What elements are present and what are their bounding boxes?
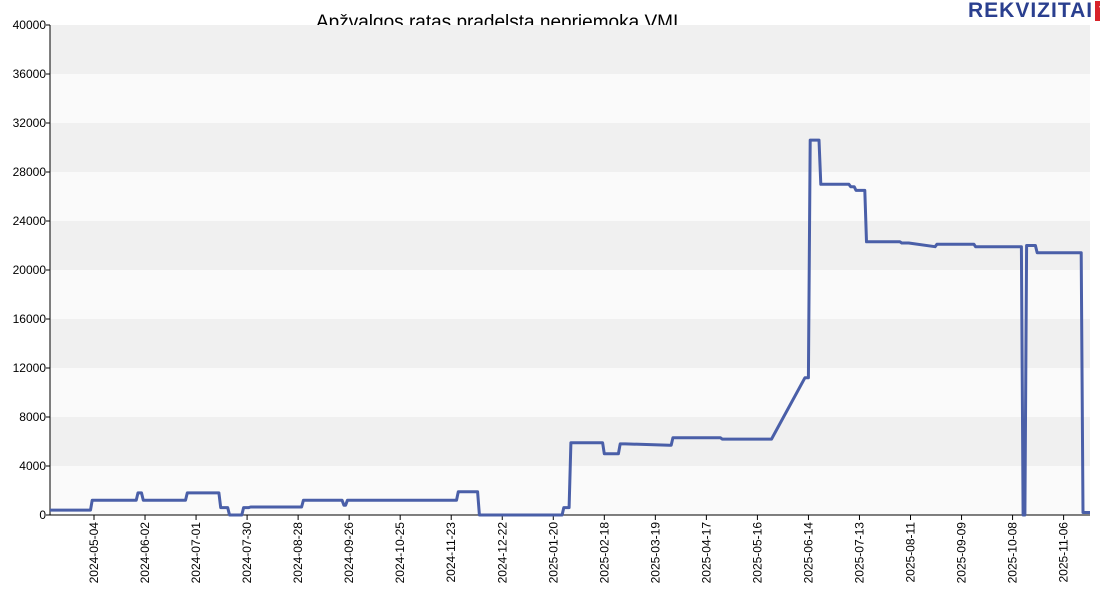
y-tick-label: 28000 — [13, 165, 47, 179]
grid-band — [50, 123, 1090, 172]
x-axis: 2024-05-04 2024-06-02 2024-07-01 2024-07-30… — [50, 514, 1090, 584]
grid-band — [50, 319, 1090, 368]
y-tick-label: 8000 — [19, 410, 46, 424]
y-tick-label: 16000 — [13, 312, 47, 326]
grid-bands — [50, 25, 1090, 515]
x-tick-label: 2025-02-18 — [597, 522, 611, 584]
y-tick-label: 20000 — [13, 263, 47, 277]
x-tick-label: 2025-10-08 — [1006, 522, 1020, 584]
x-tick-label: 2025-06-14 — [801, 522, 815, 584]
x-tick-label: 2024-11-23 — [444, 522, 458, 583]
x-tick-label: 2024-05-04 — [87, 522, 101, 584]
plot-area — [50, 138, 1090, 517]
x-tick-label: 2025-07-13 — [852, 522, 866, 584]
logo-text: REKVIZITAI — [968, 0, 1094, 22]
y-tick-label: 40000 — [13, 18, 47, 32]
x-tick-label: 2025-03-19 — [648, 522, 662, 584]
x-tick-label: 2024-07-01 — [189, 522, 203, 584]
x-tick-label: 2025-04-17 — [699, 522, 713, 584]
y-tick-label: 36000 — [13, 67, 47, 81]
x-tick-label: 2025-05-16 — [750, 522, 764, 584]
x-tick-label: 2025-01-20 — [546, 522, 560, 584]
y-tick-label: 32000 — [13, 116, 47, 130]
series-line — [50, 138, 1090, 517]
grid-band — [50, 25, 1090, 74]
y-tick-label: 4000 — [19, 459, 46, 473]
x-tick-label: 2024-06-02 — [138, 522, 152, 584]
x-tick-label: 2025-11-06 — [1057, 522, 1071, 583]
x-tick-label: 2024-12-22 — [495, 522, 509, 584]
x-tick-label: 2025-08-11 — [904, 522, 918, 583]
x-tick-label: 2025-09-09 — [955, 522, 969, 584]
x-tick-label: 2024-08-28 — [291, 522, 305, 584]
x-tick-label: 2024-07-30 — [240, 522, 254, 584]
y-tick-label: 24000 — [13, 214, 47, 228]
y-axis: 0 4000 8000 12000 16000 20000 24000 28000 32000 3… — [13, 18, 51, 522]
x-tick-label: 2024-09-26 — [342, 522, 356, 584]
y-tick-label: 0 — [39, 508, 46, 522]
x-tick-label: 2024-10-25 — [393, 522, 407, 584]
y-tick-label: 12000 — [13, 361, 47, 375]
